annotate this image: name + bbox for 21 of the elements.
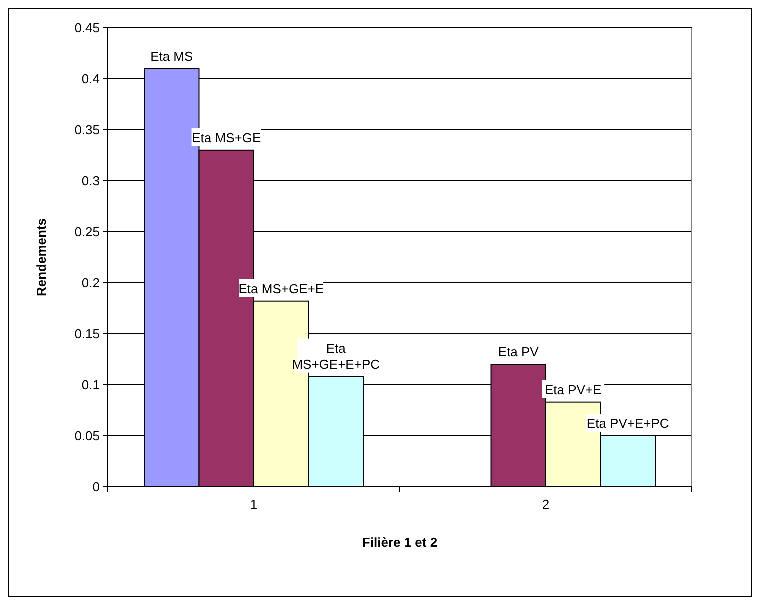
y-tick-label: 0.1 [82, 378, 100, 393]
y-tick-label: 0.45 [74, 20, 100, 36]
data-label: Eta PV+E+PC [586, 416, 670, 431]
data-label: Eta MS+GE+E+PC [292, 340, 380, 372]
data-label: Eta MS+GE+E [238, 281, 324, 296]
y-tick-label: 0.2 [82, 276, 100, 291]
y-tick-label: 0.35 [74, 122, 100, 138]
y-tick-label: 0.25 [74, 224, 100, 240]
y-tick-label: 0 [92, 480, 100, 495]
data-label: Eta PV [498, 344, 540, 360]
y-tick-label: 0.4 [82, 72, 100, 87]
y-tick-label: 0.05 [74, 428, 100, 444]
y-axis-title: Rendements [34, 218, 49, 297]
x-tick-label: 1 [250, 497, 258, 512]
data-label: Eta PV+E [545, 382, 602, 398]
data-label: Eta MS [150, 48, 194, 64]
y-tick-label: 0.15 [74, 326, 100, 342]
y-tick-label: 0.3 [82, 174, 100, 189]
x-tick-label: 2 [542, 497, 550, 512]
x-axis-title: Filière 1 et 2 [362, 535, 438, 550]
data-label: Eta MS+GE [192, 130, 262, 146]
